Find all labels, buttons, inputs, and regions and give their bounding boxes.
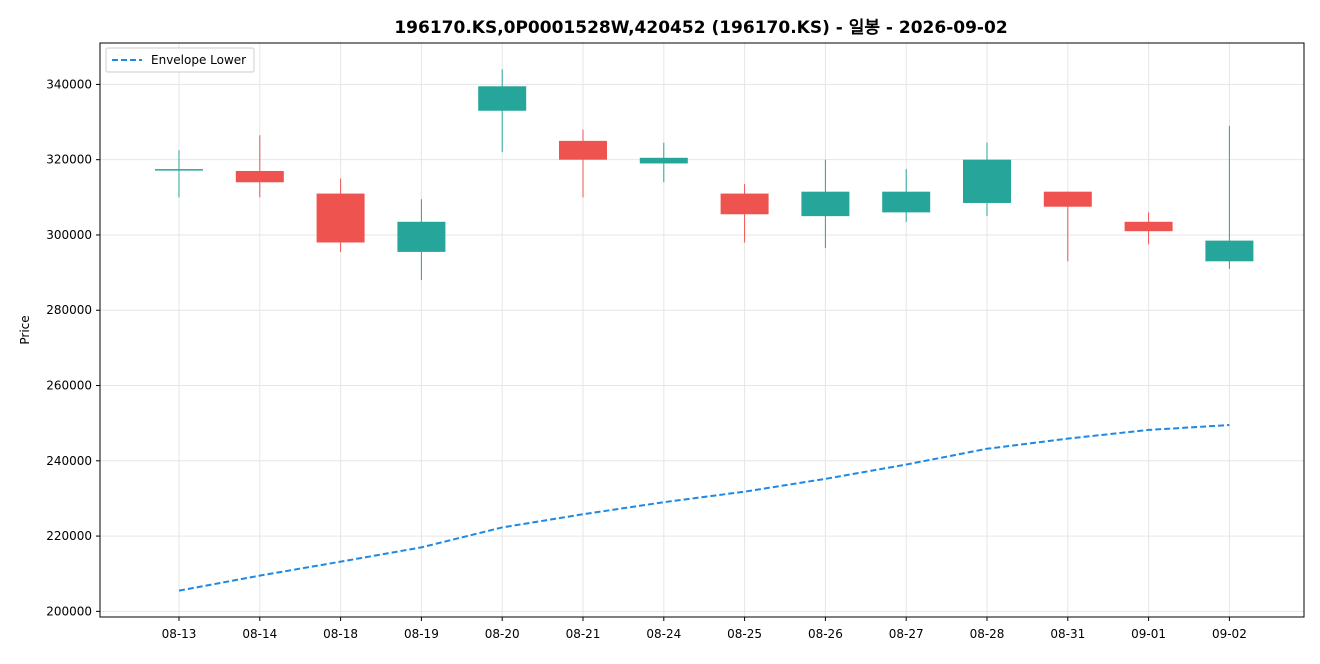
y-tick-label: 200000 [46, 604, 92, 618]
candle-body-up [155, 169, 203, 171]
candle-series [155, 69, 1254, 281]
legend: Envelope Lower [105, 47, 255, 73]
x-tick-label: 08-24 [646, 627, 681, 641]
x-tick-label: 08-26 [808, 627, 843, 641]
x-tick-label: 08-31 [1050, 627, 1085, 641]
envelope-lower-line [178, 424, 1230, 592]
x-tick-label: 08-28 [970, 627, 1005, 641]
grid [100, 43, 1304, 617]
x-axis: 08-13 08-14 08-18 08-19 08-20 08-21 08-24 08-25… [162, 617, 1247, 641]
candle-body-up [801, 191, 850, 217]
legend-box [105, 47, 255, 73]
y-tick-label: 240000 [46, 454, 92, 468]
y-tick-label: 260000 [46, 379, 92, 393]
x-tick-label: 09-01 [1131, 627, 1166, 641]
y-axis: 200000 220000 240000 260000 280000 300000 3200… [46, 77, 100, 618]
x-tick-label: 08-20 [485, 627, 520, 641]
candle-body-down [316, 193, 365, 243]
envelope-series [178, 424, 1230, 592]
x-tick-label: 08-13 [162, 627, 197, 641]
candle-body-down [1124, 221, 1173, 232]
candle-body-up [963, 159, 1011, 203]
y-tick-label: 300000 [46, 228, 92, 242]
y-tick-label: 220000 [46, 529, 92, 543]
x-tick-label: 08-25 [727, 627, 762, 641]
candle-body-up [639, 157, 688, 164]
x-tick-label: 09-02 [1212, 627, 1247, 641]
x-tick-label: 08-27 [889, 627, 924, 641]
candle-body-down [559, 140, 607, 160]
candle-body-up [478, 86, 527, 111]
x-tick-label: 08-14 [242, 627, 277, 641]
x-tick-label: 08-19 [404, 627, 439, 641]
candle-body-up [1205, 240, 1254, 262]
candle-body-down [235, 170, 284, 183]
y-tick-label: 340000 [46, 77, 92, 91]
candle-body-up [882, 191, 931, 213]
candle-body-down [720, 193, 769, 215]
plot-frame [99, 42, 1305, 618]
x-tick-label: 08-21 [566, 627, 601, 641]
x-tick-label: 08-18 [323, 627, 358, 641]
candle-body-down [1043, 191, 1092, 207]
chart-title: 196170.KS,0P0001528W,420452 (196170.KS) … [394, 18, 1007, 38]
legend-label: Envelope Lower [151, 53, 246, 67]
y-tick-label: 320000 [46, 153, 92, 167]
candle-body-up [397, 221, 446, 252]
y-tick-label: 280000 [46, 303, 92, 317]
y-axis-label: Price [18, 315, 32, 344]
